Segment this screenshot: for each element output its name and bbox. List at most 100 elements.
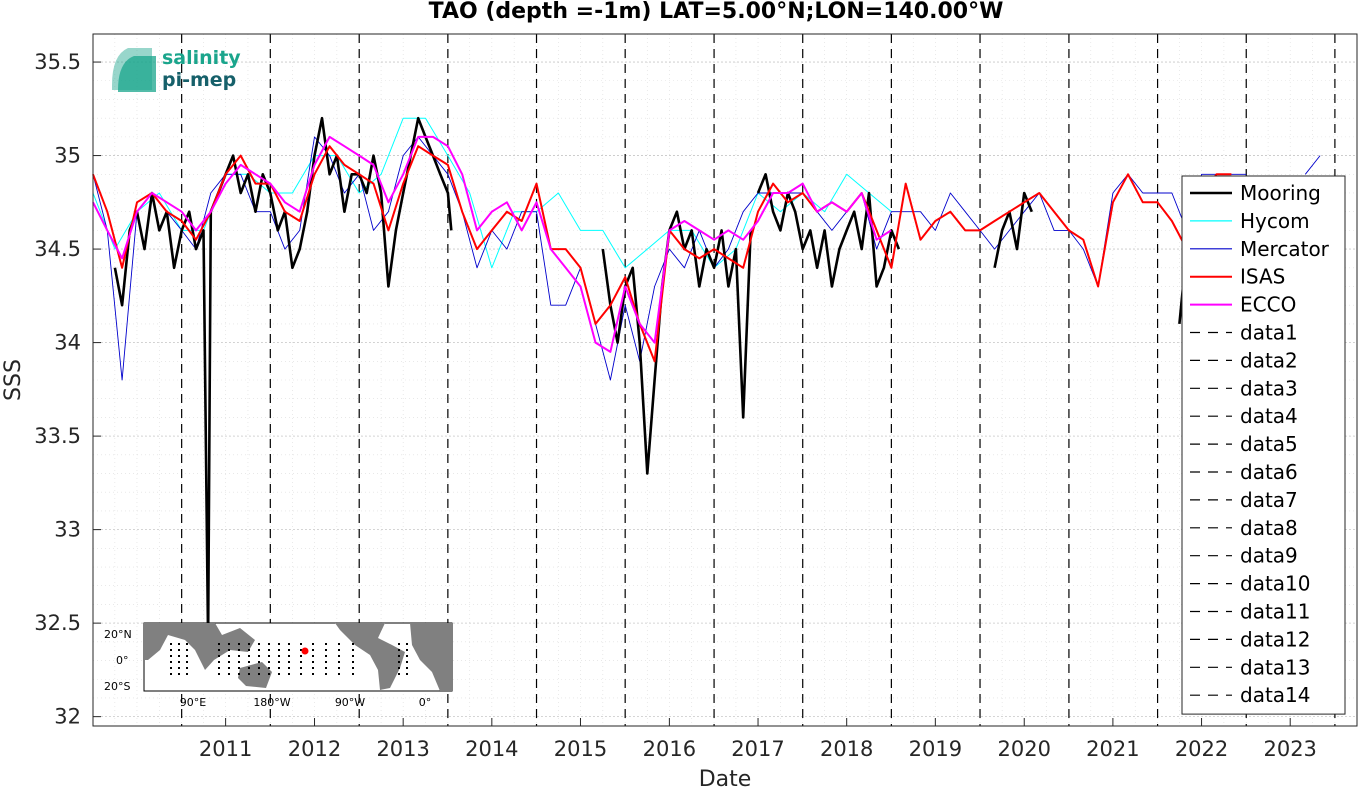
x-tick-label: 2020: [998, 737, 1051, 761]
inset-dot: [258, 643, 260, 645]
inset-dot: [238, 661, 240, 663]
y-tick-label: 32: [54, 705, 81, 729]
inset-dot: [288, 643, 290, 645]
inset-dot: [312, 649, 314, 651]
inset-dot: [258, 673, 260, 675]
x-tick-label: 2021: [1086, 737, 1139, 761]
x-tick-label: 2013: [376, 737, 429, 761]
inset-dot: [218, 661, 220, 663]
inset-dot: [288, 667, 290, 669]
inset-dot: [300, 649, 302, 651]
inset-dot: [338, 667, 340, 669]
inset-dot: [186, 655, 188, 657]
inset-dot: [325, 673, 327, 675]
inset-dot: [352, 643, 354, 645]
legend-label-data10: data10: [1240, 572, 1311, 596]
y-tick-label: 32.5: [34, 611, 81, 635]
chart-title: TAO (depth =-1m) LAT=5.00°N;LON=140.00°W: [429, 0, 1004, 24]
plot-frame: [92, 33, 1358, 727]
legend-label-data8: data8: [1240, 516, 1298, 540]
inset-dot: [300, 643, 302, 645]
inset-dot: [398, 673, 400, 675]
inset-dot: [178, 649, 180, 651]
inset-dot: [300, 661, 302, 663]
inset-map: 20°N 0° 20°S 90°E 180°W 90°W 0°: [104, 622, 453, 709]
inset-dot: [170, 661, 172, 663]
inset-dot: [238, 643, 240, 645]
inset-dot: [258, 655, 260, 657]
legend: Mooring Hycom Mercator ISAS ECCO data1 data2 da…: [1181, 175, 1346, 715]
inset-dot: [218, 643, 220, 645]
inset-dot: [248, 667, 250, 669]
inset-dot: [170, 643, 172, 645]
inset-dot: [352, 673, 354, 675]
inset-dot: [170, 649, 172, 651]
inset-label-20N: 20°N: [104, 628, 132, 641]
y-tick-label: 34.5: [34, 237, 81, 261]
inset-dot: [268, 655, 270, 657]
inset-dot: [238, 667, 240, 669]
y-tick-label: 35: [54, 144, 81, 168]
legend-label-data9: data9: [1240, 544, 1298, 568]
inset-dot: [325, 643, 327, 645]
series-line-mooring: [113, 116, 1196, 644]
x-axis-label: Date: [699, 767, 752, 790]
inset-dot: [228, 667, 230, 669]
legend-label-mercator: Mercator: [1240, 237, 1330, 261]
inset-dot: [338, 649, 340, 651]
x-tick-label: 2018: [820, 737, 873, 761]
series-line-ecco: [92, 135, 892, 353]
inset-dot: [268, 667, 270, 669]
legend-label-ecco: ECCO: [1240, 293, 1296, 317]
legend-label-data12: data12: [1240, 627, 1311, 651]
inset-dot: [398, 655, 400, 657]
y-axis-label: SSS: [1, 359, 26, 401]
inset-dot: [170, 667, 172, 669]
inset-dot: [312, 661, 314, 663]
inset-dot: [338, 643, 340, 645]
inset-dot: [218, 667, 220, 669]
y-tick-label: 33.5: [34, 424, 81, 448]
legend-label-data5: data5: [1240, 432, 1298, 456]
legend-label-hycom: Hycom: [1240, 209, 1310, 233]
inset-dot: [278, 643, 280, 645]
inset-label-0: 0°: [116, 654, 129, 667]
x-tick-label: 2015: [554, 737, 607, 761]
legend-label-data7: data7: [1240, 488, 1298, 512]
inset-dot: [338, 655, 340, 657]
inset-dot: [398, 661, 400, 663]
inset-label-90W: 90°W: [335, 696, 365, 709]
x-tick-label: 2012: [288, 737, 341, 761]
inset-dot: [312, 643, 314, 645]
inset-dot: [268, 661, 270, 663]
inset-dot: [170, 655, 172, 657]
inset-dot: [178, 655, 180, 657]
inset-dot: [398, 667, 400, 669]
legend-label-data1: data1: [1240, 321, 1298, 345]
logo: salinity pi-mep: [112, 47, 241, 92]
inset-label-90E: 90°E: [180, 696, 206, 709]
inset-dot: [178, 661, 180, 663]
inset-land-americas: [335, 623, 405, 690]
inset-dot: [218, 673, 220, 675]
inset-dot: [278, 661, 280, 663]
logo-text-line1: salinity: [162, 47, 241, 69]
inset-dot: [325, 667, 327, 669]
inset-dot: [258, 649, 260, 651]
inset-dot: [228, 643, 230, 645]
inset-dot: [186, 667, 188, 669]
logo-wave-icon-front: [118, 56, 156, 92]
y-tick-layer: 32 32.5 33 33.5 34 34.5 35 35.5: [34, 50, 101, 729]
inset-dot: [288, 649, 290, 651]
legend-box: [1181, 175, 1346, 715]
logo-text-line2: pi-mep: [162, 69, 236, 91]
inset-dot: [186, 643, 188, 645]
inset-dot: [178, 643, 180, 645]
inset-label-180W: 180°W: [253, 696, 290, 709]
inset-dot: [228, 655, 230, 657]
y-tick-label: 34: [54, 331, 81, 355]
inset-dot: [406, 667, 408, 669]
inset-dot: [258, 667, 260, 669]
inset-land-australia: [238, 662, 272, 688]
